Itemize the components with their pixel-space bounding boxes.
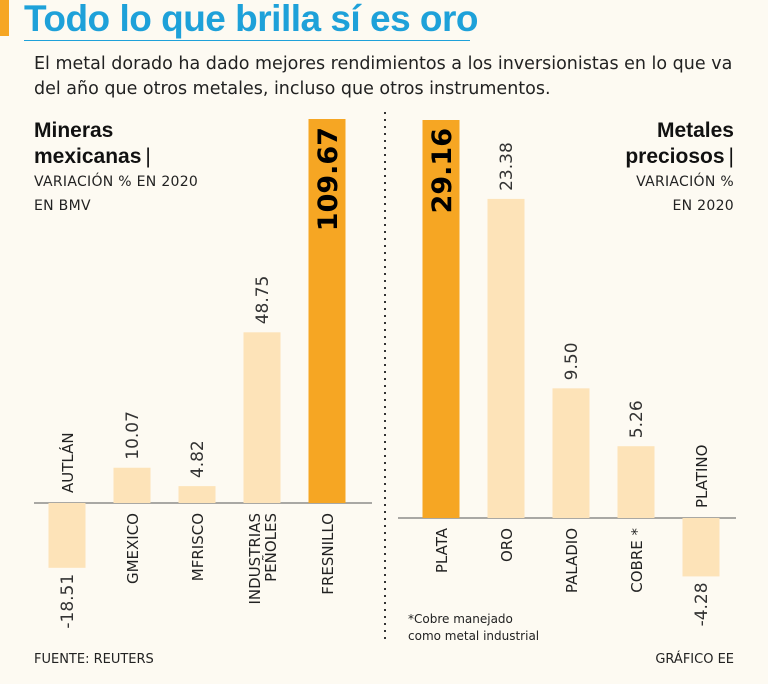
category-label-gmexico: GMEXICO [124, 513, 142, 584]
metales-chart: 29.16 PLATA 23.38 ORO 9.50 PALADIO 5.26 COBRE *… [398, 120, 736, 626]
bar-gmexico [113, 467, 151, 503]
category-label-platino: PLATINO [693, 445, 711, 508]
category-label-mfrisco: MFRISCO [189, 513, 207, 581]
category-label-cobre: COBRE * [628, 528, 646, 593]
right-subtitle-line1: VARIACIÓN % [636, 174, 734, 190]
value-label-fresnillo: 109.67 [313, 127, 344, 231]
value-label-autlan: -18.51 [58, 574, 78, 629]
value-label-plata: 29.16 [427, 128, 458, 213]
right-title-separator: | [728, 145, 734, 168]
left-panel-subtitle: VARIACIÓN % EN 2020 EN BMV [34, 170, 198, 218]
category-label-industrias-penoles: INDUSTRIASPEÑOLES [246, 513, 280, 605]
left-title-line1: Mineras [34, 119, 114, 142]
bar-mfrisco [178, 486, 216, 503]
left-title-line2: mexicanas [34, 145, 142, 168]
category-label-oro: ORO [498, 528, 516, 562]
value-label-industrias-penoles: 48.75 [253, 276, 273, 325]
title-underline [24, 40, 470, 41]
bar-cobre [617, 446, 655, 518]
mineras-chart: -18.51 AUTLÁN 10.07 GMEXICO 4.82 MFRISCO 48.75… [34, 119, 372, 629]
right-title-line2: preciosos [625, 145, 725, 168]
right-subtitle-line2: EN 2020 [672, 198, 734, 214]
value-label-platino: -4.28 [692, 582, 712, 626]
value-label-oro: 23.38 [497, 142, 517, 191]
bar-plata [422, 120, 460, 518]
category-label-fresnillo: FRESNILLO [319, 513, 337, 595]
category-label-paladio: PALADIO [563, 528, 581, 593]
left-subtitle-line1: VARIACIÓN % EN 2020 [34, 174, 199, 190]
value-label-gmexico: 10.07 [123, 411, 143, 460]
source-label: FUENTE: REUTERS [34, 652, 154, 667]
bar-platino [682, 518, 720, 577]
footnote-line2: como metal industrial [408, 629, 540, 643]
bar-paladio [552, 388, 590, 518]
left-panel-title: Mineras mexicanas | [34, 118, 151, 170]
page-title: Todo lo que brilla sí es oro [24, 0, 479, 39]
value-label-mfrisco: 4.82 [188, 440, 208, 478]
right-panel-subtitle: VARIACIÓN % EN 2020 [636, 170, 734, 218]
page-subtitle: El metal dorado ha dado mejores rendimie… [34, 54, 733, 99]
category-label-plata: PLATA [433, 527, 451, 573]
value-label-paladio: 9.50 [562, 342, 582, 380]
left-subtitle-line2: EN BMV [34, 198, 91, 214]
bar-autlan [48, 503, 86, 568]
bar-industrias-penoles [243, 332, 281, 503]
accent-bar [0, 0, 9, 36]
credit-label: GRÁFICO EE [655, 652, 734, 667]
right-panel-title: Metales preciosos | [625, 118, 734, 170]
right-title-line1: Metales [656, 119, 734, 142]
bar-fresnillo [308, 119, 346, 503]
left-title-separator: | [145, 145, 151, 168]
footnote-line1: *Cobre manejado [408, 612, 513, 626]
value-label-cobre: 5.26 [627, 400, 647, 438]
cobre-footnote: *Cobre manejado como metal industrial [408, 611, 539, 645]
bar-oro [487, 198, 525, 518]
category-label-autlan: AUTLÁN [58, 432, 77, 493]
